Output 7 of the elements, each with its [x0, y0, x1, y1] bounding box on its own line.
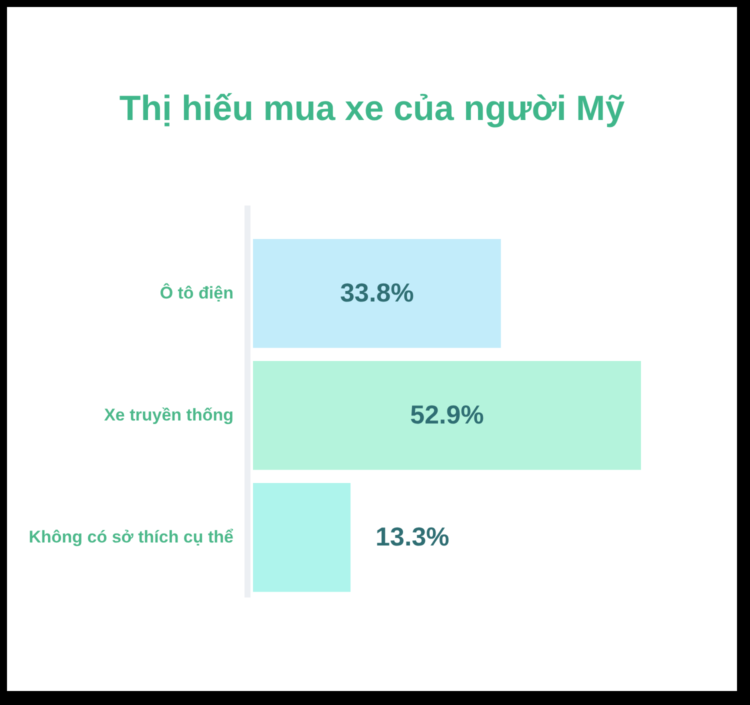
y-tick-label: Không có sở thích cụ thể — [28, 527, 234, 546]
data-label: 33.8% — [340, 277, 414, 308]
y-tick-label: Ô tô điện — [160, 282, 234, 302]
y-tick-label: Xe truyền thống — [104, 405, 234, 424]
data-label: 13.3% — [376, 521, 450, 552]
chart-title: Thị hiếu mua xe của người Mỹ — [119, 89, 626, 128]
data-label: 52.9% — [410, 399, 484, 430]
